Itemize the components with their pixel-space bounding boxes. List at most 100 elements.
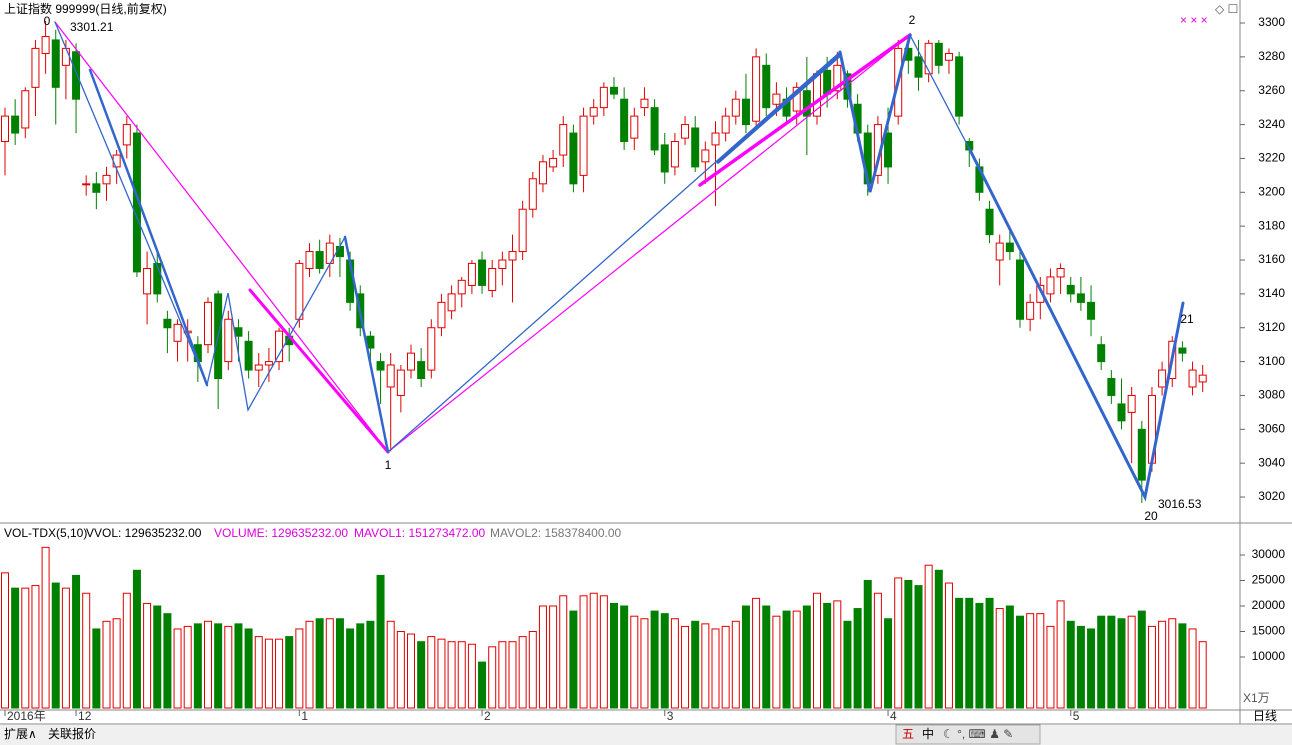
candle-body — [417, 361, 426, 380]
volume-bar — [102, 620, 111, 709]
volume-bar — [853, 608, 862, 709]
high-label: 3301.21 — [70, 20, 114, 34]
candle-body — [153, 262, 162, 295]
toolbar-button[interactable]: 中 — [922, 726, 934, 741]
volume-bar — [559, 595, 568, 709]
wave-label: 20 — [1144, 509, 1158, 523]
candle-body — [1016, 259, 1024, 320]
candle-body — [1198, 374, 1207, 383]
y-tick-label: 3280 — [1258, 49, 1285, 63]
vol-header: VVOL: 129635232.00 — [86, 526, 202, 540]
candle-body — [1097, 344, 1106, 363]
volume-bar — [1026, 613, 1035, 709]
volume-bar — [843, 620, 852, 709]
candle-body — [1087, 301, 1096, 320]
wave-label: 2 — [909, 13, 916, 27]
candle-body — [1, 115, 9, 143]
candle-body — [234, 327, 243, 337]
volume-bar — [1117, 618, 1126, 709]
volume-bar — [792, 610, 801, 709]
volume-bar — [884, 618, 893, 709]
candle-body — [143, 267, 152, 295]
volume-bar — [944, 582, 953, 709]
volume-bar — [985, 597, 994, 709]
candle-body — [1005, 242, 1014, 253]
tab[interactable]: 扩展∧ — [4, 727, 37, 741]
candle-body — [82, 183, 91, 186]
volume-bar — [904, 580, 913, 709]
candle-body — [610, 86, 618, 95]
tab[interactable]: 关联报价 — [48, 726, 96, 741]
candle-body — [569, 132, 578, 185]
candle-body — [1158, 369, 1167, 388]
y-tick-label: 3020 — [1258, 489, 1285, 503]
candle-body — [41, 36, 50, 54]
icon: ◇ ☐ — [1215, 2, 1238, 16]
candle-body — [31, 47, 40, 88]
volume-bar — [325, 618, 334, 709]
period: 日线 — [1253, 709, 1277, 723]
volume-bar — [965, 597, 974, 709]
volume-bar — [863, 580, 872, 709]
volume-bar — [132, 569, 141, 709]
volume-bar — [11, 587, 20, 709]
candle-body — [1137, 428, 1146, 481]
candle-body — [61, 47, 70, 66]
candle-body — [498, 259, 507, 269]
y-tick-label: 3160 — [1258, 252, 1285, 266]
candle-body — [1178, 347, 1187, 354]
volume-bar — [528, 631, 537, 709]
vol-header: MAVOL2: 158378400.00 — [490, 526, 622, 540]
volume-bar — [772, 615, 781, 709]
toolbar-button[interactable]: 五 — [902, 727, 914, 741]
volume-bar — [82, 592, 91, 709]
candle-body — [305, 251, 314, 269]
volume-bar — [478, 661, 487, 709]
vol-header: VOLUME: 129635232.00 — [214, 526, 348, 540]
volume-bar — [1056, 600, 1065, 709]
volume-bar — [153, 605, 162, 709]
tab-bar — [0, 725, 1292, 745]
volume-bar — [1158, 620, 1167, 709]
candle-body — [528, 178, 537, 210]
volume-bar — [163, 613, 172, 709]
volume-bar — [873, 592, 882, 709]
y-tick-label: 3140 — [1258, 286, 1285, 300]
volume-bar — [1036, 613, 1045, 709]
volume-bar — [244, 628, 253, 709]
vol-header: VOL-TDX(5,10) — [4, 526, 87, 540]
wave-label: 21 — [1180, 312, 1194, 326]
volume-bar — [599, 595, 608, 709]
volume-bar — [691, 620, 700, 709]
volume-bar — [579, 595, 588, 709]
y-tick-label: 25000 — [1252, 573, 1286, 587]
volume-bar — [914, 585, 923, 709]
volume-bar — [1147, 625, 1156, 709]
y-tick-label: 3200 — [1258, 184, 1285, 198]
candle-body — [447, 293, 456, 312]
candle-body — [478, 259, 487, 286]
candle-body — [934, 42, 943, 66]
candle-body — [1046, 276, 1055, 295]
volume-bar — [346, 628, 355, 709]
x-tick-label: 4 — [890, 709, 897, 723]
volume-bar — [924, 564, 933, 709]
y-tick-label: 3120 — [1258, 320, 1285, 334]
candle-body — [467, 262, 476, 286]
marker: × × × — [1180, 13, 1208, 27]
candle-body — [275, 330, 284, 363]
candle-body — [102, 174, 111, 185]
toolbar — [895, 724, 1041, 745]
volume-bar — [183, 625, 192, 709]
volume-bar — [1, 572, 9, 709]
candle-body — [437, 301, 446, 329]
volume-bar — [21, 587, 30, 709]
volume-bar — [204, 620, 212, 709]
y-tick-label: 3040 — [1258, 455, 1285, 469]
volume-bar — [1178, 623, 1187, 709]
candle-body — [173, 323, 182, 342]
volume-bar — [143, 602, 152, 709]
volume-bar — [417, 641, 426, 709]
candle-body — [741, 98, 750, 126]
